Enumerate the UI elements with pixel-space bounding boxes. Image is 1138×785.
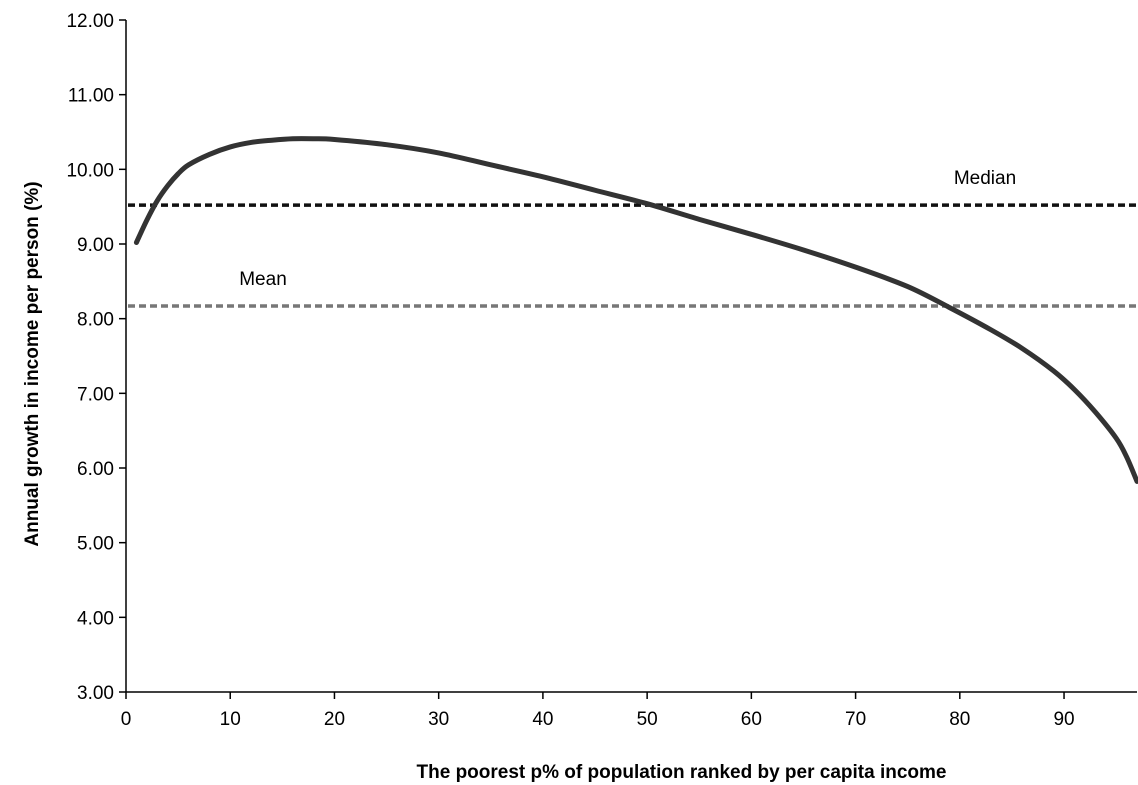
x-tick-label: 30 [428,709,449,730]
mean-label: Mean [239,269,287,290]
y-tick-label: 10.00 [66,160,114,181]
y-tick-label: 3.00 [77,683,114,704]
x-axis-ticks: 0 10 20 30 40 50 60 70 80 90 [121,692,1075,730]
y-tick-label: 8.00 [77,310,114,331]
x-axis-title: The poorest p% of population ranked by p… [417,762,947,783]
reference-lines: Median Mean [128,168,1137,308]
y-tick-label: 11.00 [68,86,114,107]
series-group [133,136,1138,484]
growth-curve-line [133,136,1138,484]
y-tick-label: 4.00 [77,608,114,629]
y-axis-ticks: 3.00 4.00 5.00 6.00 7.00 8.00 9.00 10.00 11.00 12… [66,11,126,704]
x-tick-label: 40 [532,709,553,730]
y-tick-label: 6.00 [77,459,114,480]
y-tick-label: 9.00 [77,235,114,256]
x-tick-label: 60 [741,709,762,730]
x-tick-label: 80 [949,709,970,730]
x-tick-label: 0 [121,709,132,730]
x-tick-label: 70 [845,709,866,730]
x-tick-label: 50 [637,709,658,730]
x-tick-label: 10 [220,709,241,730]
x-tick-label: 90 [1053,709,1074,730]
y-tick-label: 12.00 [66,11,114,32]
x-tick-label: 20 [324,709,345,730]
median-label: Median [954,168,1016,189]
y-tick-label: 7.00 [77,384,114,405]
y-tick-label: 5.00 [77,534,114,555]
y-axis-title: Annual growth in income per person (%) [22,181,43,546]
